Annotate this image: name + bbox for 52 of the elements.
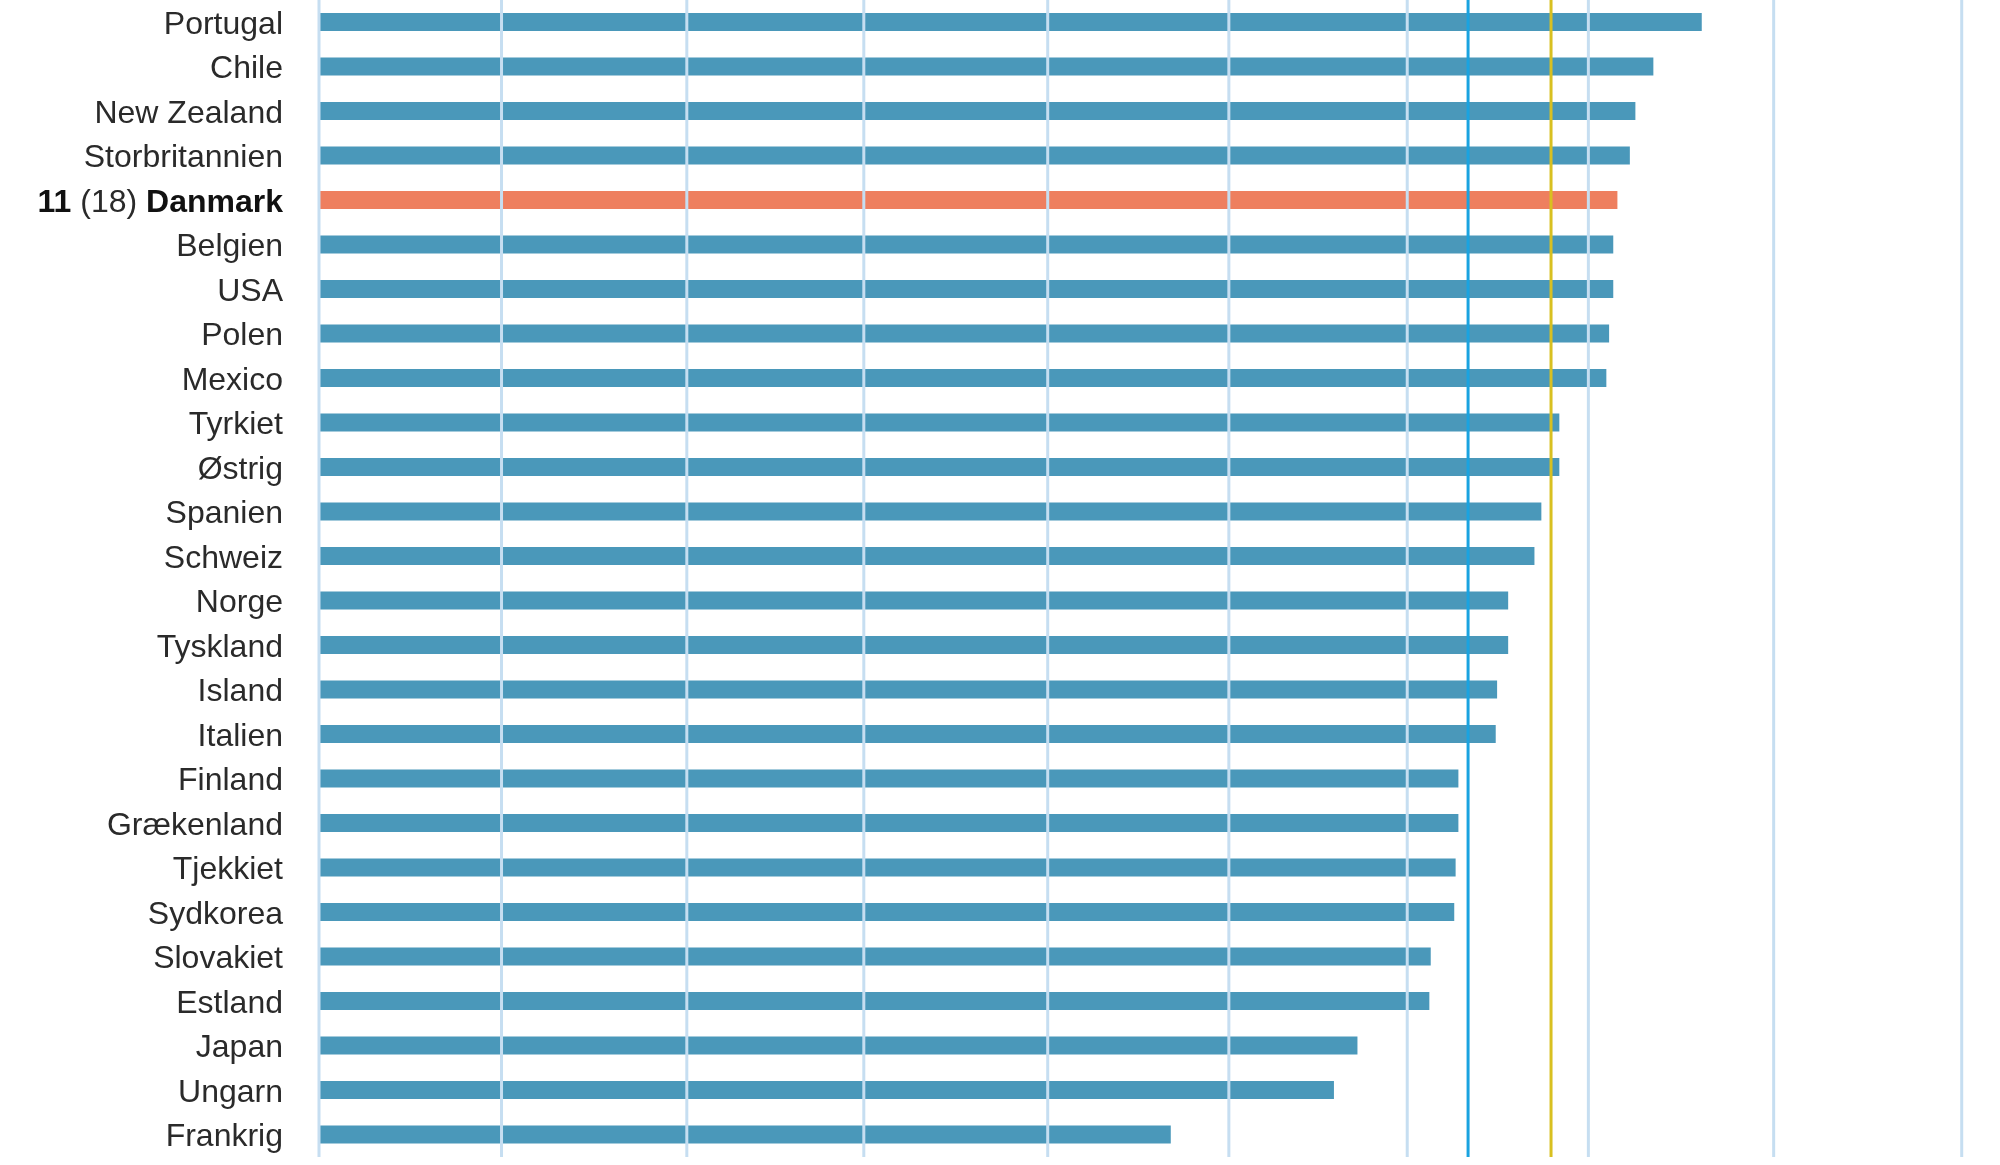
y-tick-label: Tjekkiet	[172, 850, 284, 887]
bar	[319, 102, 1636, 120]
y-tick-label: Schweiz	[163, 538, 283, 575]
y-tick-label: Tyrkiet	[188, 405, 284, 442]
y-tick-label: Slovakiet	[153, 939, 284, 976]
bar	[319, 1125, 1171, 1144]
bar	[319, 369, 1607, 387]
bar	[319, 769, 1459, 788]
bar	[319, 992, 1430, 1010]
bar	[319, 1036, 1358, 1055]
y-tick-label: Portugal	[163, 4, 283, 41]
y-tick-label: Sydkorea	[147, 894, 284, 931]
y-tick-label: Finland	[178, 761, 283, 798]
y-tick-label: Belgien	[176, 227, 283, 264]
bar	[319, 1081, 1334, 1099]
y-tick-label: USA	[217, 271, 284, 308]
bar	[319, 324, 1610, 343]
y-tick-label: Ungarn	[178, 1072, 283, 1109]
y-tick-label: Island	[197, 672, 283, 709]
y-tick-label: Polen	[201, 316, 283, 353]
y-tick-label: Estland	[176, 983, 283, 1020]
bar	[319, 680, 1498, 699]
bar	[319, 458, 1560, 476]
bar	[319, 591, 1509, 610]
bar	[319, 547, 1535, 565]
bar	[319, 191, 1618, 209]
bar	[319, 502, 1542, 521]
y-tick-label: New Zealand	[94, 93, 283, 130]
y-tick-label: Chile	[210, 49, 283, 86]
y-tick-label: Spanien	[165, 494, 283, 531]
bar	[319, 947, 1431, 966]
y-tick-label: Tyskland	[156, 627, 283, 664]
y-tick-label: Grækenland	[106, 805, 283, 842]
bar	[319, 903, 1455, 921]
y-tick-label: Storbritannien	[83, 138, 283, 175]
bar	[319, 280, 1614, 298]
bar	[319, 146, 1630, 165]
bar	[319, 814, 1459, 832]
y-tick-label: Frankrig	[165, 1117, 283, 1154]
bar	[319, 413, 1560, 432]
bar	[319, 235, 1614, 254]
y-tick-label: 11 (18) Danmark	[37, 182, 284, 219]
bar	[319, 858, 1456, 877]
y-tick-label: Mexico	[181, 360, 283, 397]
bar	[319, 725, 1496, 743]
y-tick-label: Norge	[195, 583, 283, 620]
bar	[319, 57, 1654, 76]
y-tick-label: Italien	[197, 716, 283, 753]
y-tick-label: Østrig	[197, 449, 283, 486]
bar	[319, 13, 1702, 31]
bar	[319, 636, 1509, 654]
y-tick-label: Japan	[195, 1028, 283, 1065]
